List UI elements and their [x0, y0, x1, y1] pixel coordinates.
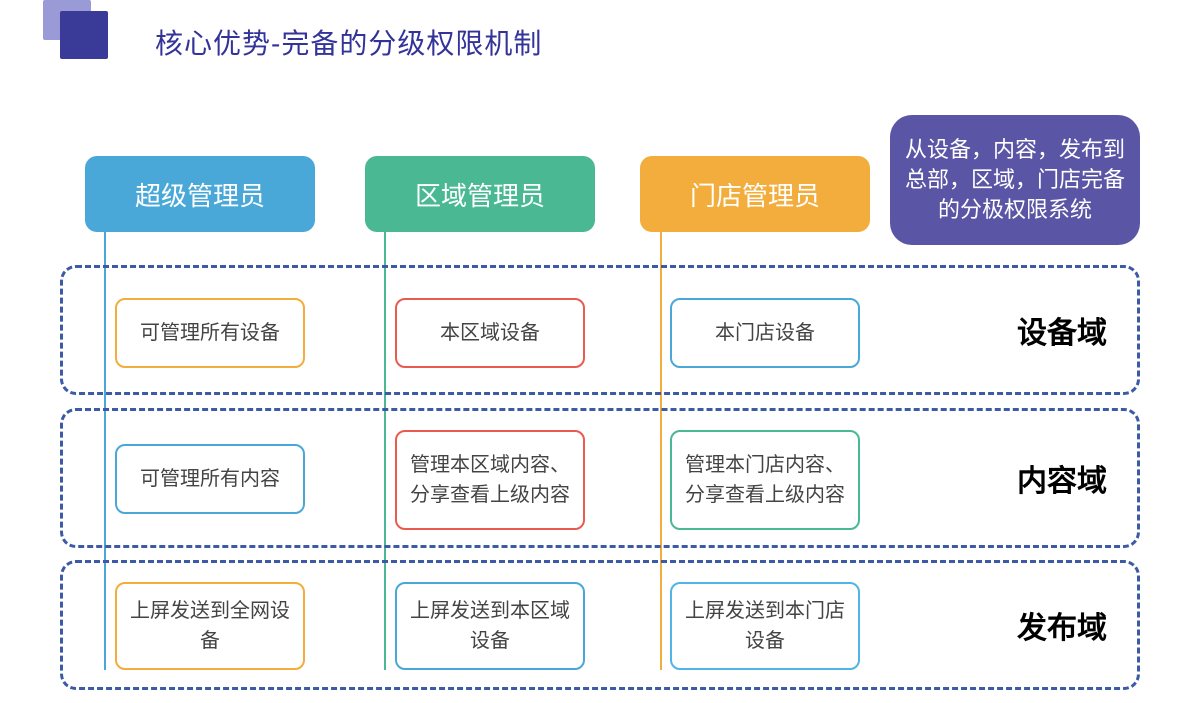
- domain-label: 内容域: [1017, 456, 1107, 500]
- cell: 管理本门店内容、分享查看上级内容: [670, 430, 860, 530]
- cell: 管理本区域内容、分享查看上级内容: [395, 430, 585, 530]
- cell: 上屏发送到全网设备: [115, 582, 305, 670]
- cell: 上屏发送到本区域设备: [395, 582, 585, 670]
- cell-text: 管理本区域内容、分享查看上级内容: [407, 450, 573, 510]
- cell-text: 上屏发送到全网设备: [127, 596, 293, 656]
- role-label: 超级管理员: [135, 176, 265, 213]
- role-header-store: 门店管理员: [640, 156, 870, 232]
- role-label: 区域管理员: [415, 176, 545, 213]
- cell-text: 本门店设备: [715, 318, 815, 348]
- cell-text: 本区域设备: [440, 318, 540, 348]
- page-title: 核心优势-完备的分级权限机制: [155, 22, 542, 62]
- cell: 可管理所有内容: [115, 444, 305, 514]
- cell-text: 管理本门店内容、分享查看上级内容: [682, 450, 848, 510]
- cell-text: 上屏发送到本门店设备: [682, 596, 848, 656]
- role-label: 门店管理员: [690, 176, 820, 213]
- cell: 本门店设备: [670, 298, 860, 368]
- domain-label: 发布域: [1017, 603, 1107, 647]
- role-header-super: 超级管理员: [85, 156, 315, 232]
- cell: 本区域设备: [395, 298, 585, 368]
- role-header-region: 区域管理员: [365, 156, 595, 232]
- cell: 可管理所有设备: [115, 298, 305, 368]
- cell-text: 可管理所有设备: [140, 318, 280, 348]
- cell: 上屏发送到本门店设备: [670, 582, 860, 670]
- domain-label: 设备域: [1017, 308, 1107, 352]
- cell-text: 上屏发送到本区域设备: [407, 596, 573, 656]
- summary-box: 从设备，内容，发布到总部，区域，门店完备的分极权限系统: [890, 115, 1140, 245]
- summary-text: 从设备，内容，发布到总部，区域，门店完备的分极权限系统: [904, 135, 1126, 224]
- logo-front: [60, 11, 108, 59]
- cell-text: 可管理所有内容: [140, 464, 280, 494]
